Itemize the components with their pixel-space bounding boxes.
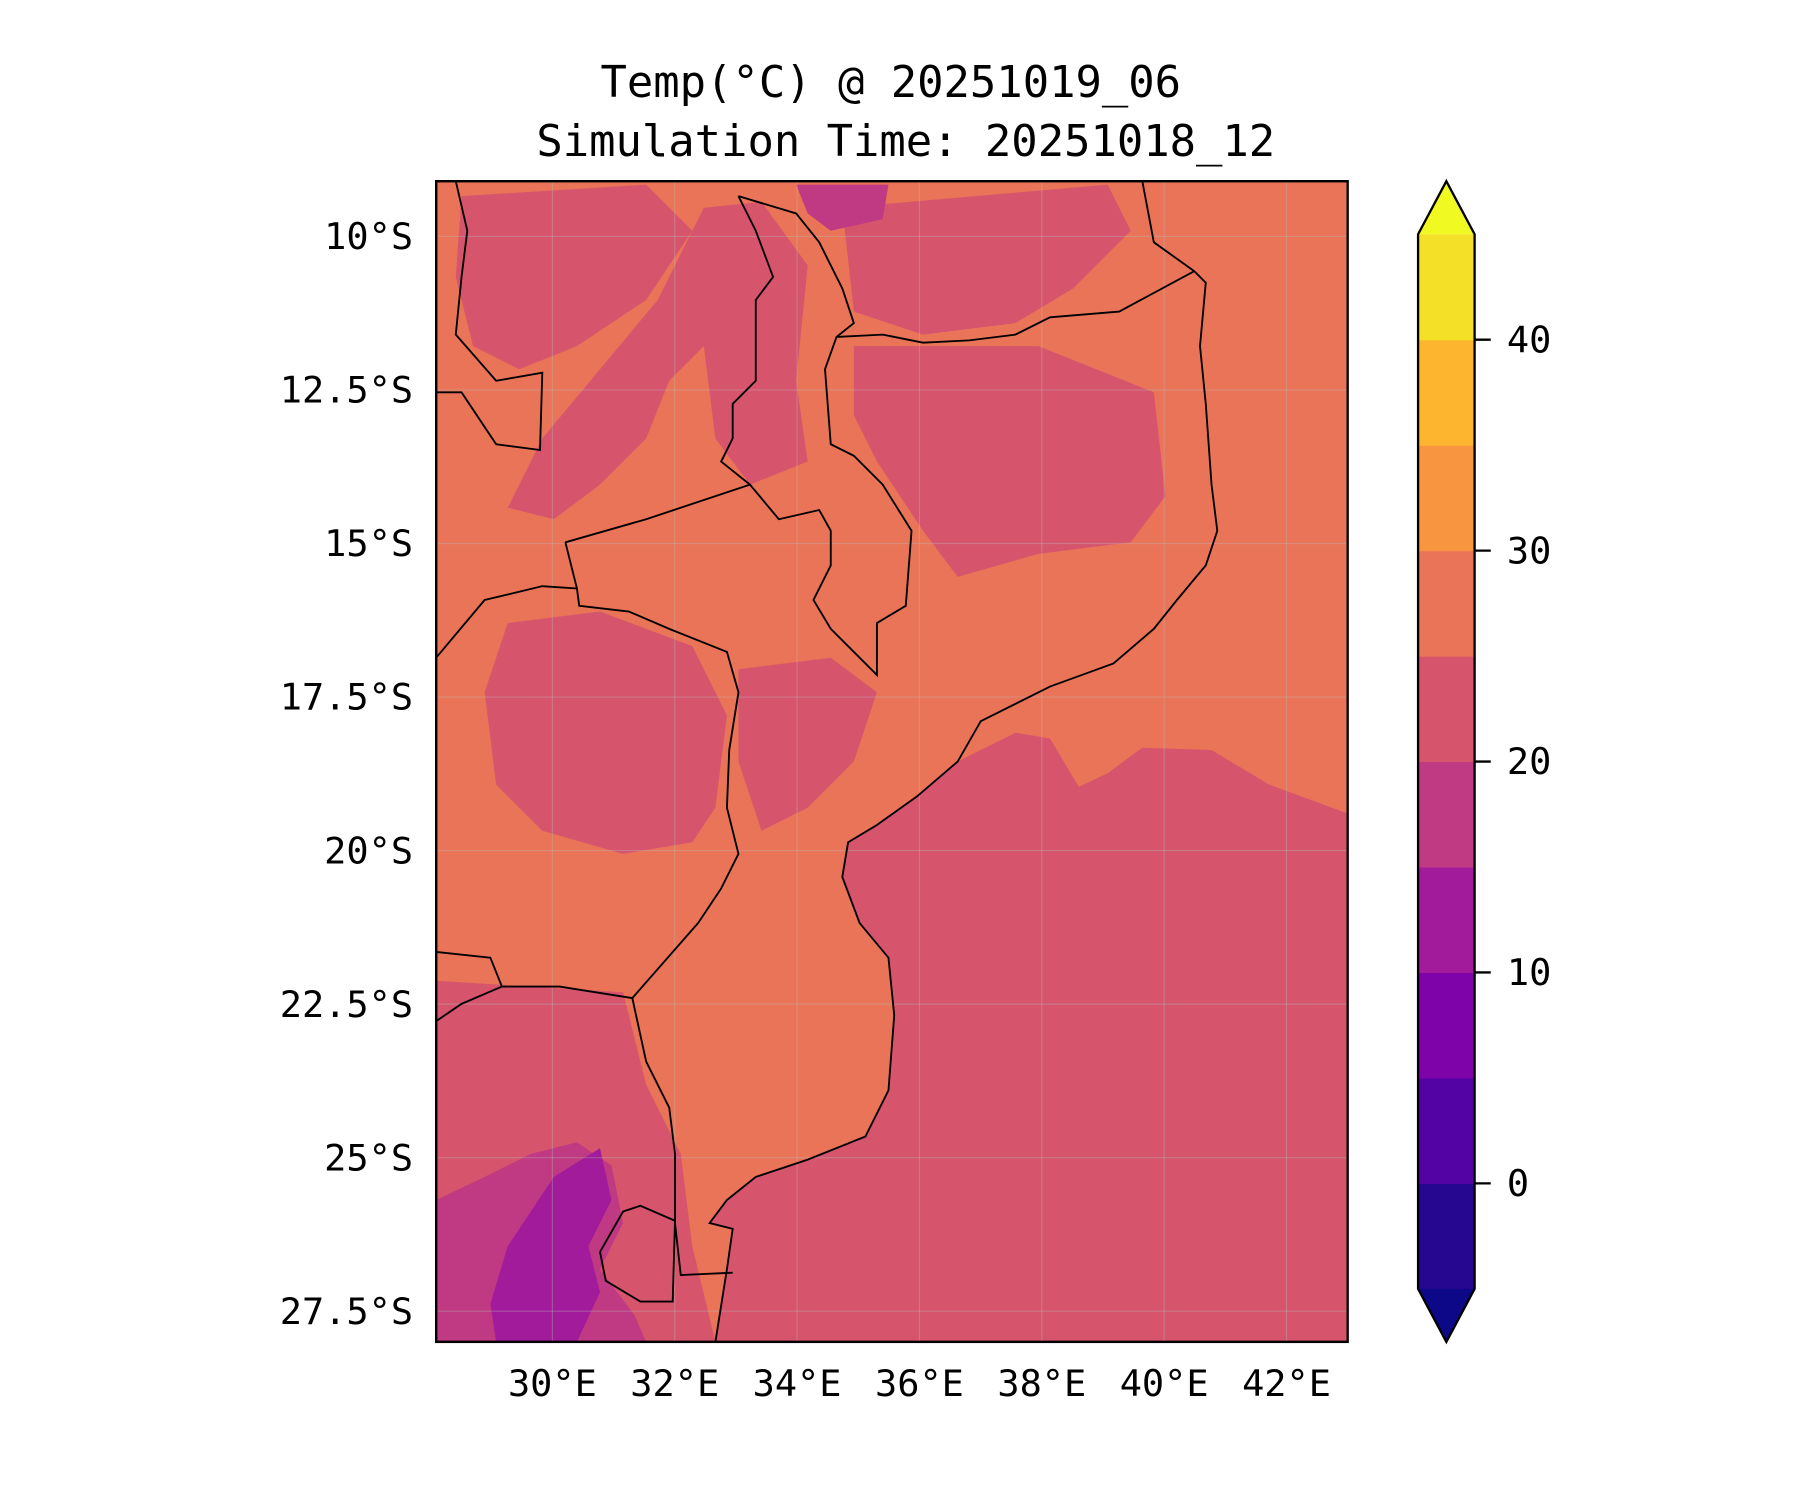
lon-tick-label: 30°E [508, 1362, 597, 1405]
colorbar-band [1418, 1183, 1475, 1290]
colorbar-tick-label: 10 [1507, 951, 1551, 994]
map-area [436, 181, 1348, 1342]
border-lake-malawi [719, 195, 913, 678]
border-zimbabwe [436, 585, 740, 1000]
colorbar-extend-max [1418, 181, 1475, 235]
border-zambia-mozambique [565, 483, 751, 544]
lon-tick-label: 32°E [630, 1362, 719, 1405]
colorbar-band [1418, 550, 1475, 657]
colorbar-band [1418, 761, 1475, 868]
colorbar-outline [1416, 178, 1476, 1345]
longitude-tick-labels: 30°E 32°E 34°E 36°E 38°E 40°E 42°E [508, 1362, 1331, 1405]
cool-patch-niassa [853, 346, 1166, 577]
border-eswatini [599, 1204, 676, 1303]
title-line-1: Temp(°C) @ 20251019_06 [601, 57, 1182, 108]
lon-tick-label: 34°E [753, 1362, 842, 1405]
cold-patch-mountains [490, 1148, 612, 1342]
cool-patch-central [738, 657, 877, 831]
border-drc-zambia [436, 181, 544, 452]
lat-tick-label: 22.5°S [280, 983, 413, 1026]
title-line-2: Simulation Time: 20251018_12 [536, 116, 1275, 167]
coastline [708, 181, 1219, 1342]
colorbar-tick-label: 20 [1507, 740, 1551, 783]
lat-tick-label: 20°S [324, 829, 413, 872]
colorbar-band [1418, 234, 1475, 341]
border-botswana [436, 985, 503, 1022]
colorbar-band [1418, 445, 1475, 552]
border-zambia-east [564, 542, 578, 589]
colorbar-band [1418, 656, 1475, 763]
lon-tick-label: 38°E [997, 1362, 1086, 1405]
colorbar-extend-min [1418, 1288, 1475, 1342]
colorbar-tick-label: 40 [1507, 318, 1551, 361]
cool-patch-north [455, 184, 693, 370]
border-tanzania-mozambique [836, 270, 1195, 344]
lon-tick-label: 36°E [875, 1362, 964, 1405]
cool-patch-tanzania [842, 184, 1131, 335]
lon-tick-label: 42°E [1242, 1362, 1331, 1405]
colorbar-band [1418, 1077, 1475, 1184]
cool-patch-zimbabwe [484, 611, 727, 854]
latitude-tick-labels: 10°S 12.5°S 15°S 17.5°S 20°S 22.5°S 25°S 27.5°S [280, 215, 413, 1333]
lat-tick-label: 12.5°S [280, 369, 413, 412]
colorbar-band [1418, 867, 1475, 974]
colorbar-tick-label: 30 [1507, 529, 1551, 572]
border-south-africa-mozambique [631, 997, 733, 1276]
colorbar-tick-label: 0 [1507, 1162, 1529, 1205]
colorbar: 0 10 20 30 40 [1416, 178, 1551, 1345]
lon-tick-label: 40°E [1120, 1362, 1209, 1405]
lat-tick-label: 10°S [324, 215, 413, 258]
colorbar-band [1418, 339, 1475, 446]
lat-tick-label: 15°S [324, 522, 413, 565]
lat-tick-label: 17.5°S [280, 676, 413, 719]
lat-tick-label: 25°S [324, 1136, 413, 1179]
colorbar-band [1418, 972, 1475, 1079]
lat-tick-label: 27.5°S [280, 1290, 413, 1333]
cold-patch-nyika [796, 184, 889, 231]
